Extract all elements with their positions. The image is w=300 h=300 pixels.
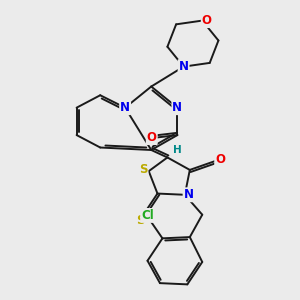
Text: Cl: Cl [141, 209, 154, 222]
Text: H: H [172, 146, 181, 155]
Text: S: S [139, 164, 148, 176]
Text: N: N [178, 60, 189, 73]
Text: N: N [120, 101, 130, 114]
Text: N: N [184, 188, 194, 201]
Text: S: S [136, 214, 144, 227]
Text: O: O [147, 131, 157, 144]
Text: O: O [202, 14, 212, 27]
Text: N: N [172, 101, 182, 114]
Text: O: O [215, 154, 225, 166]
